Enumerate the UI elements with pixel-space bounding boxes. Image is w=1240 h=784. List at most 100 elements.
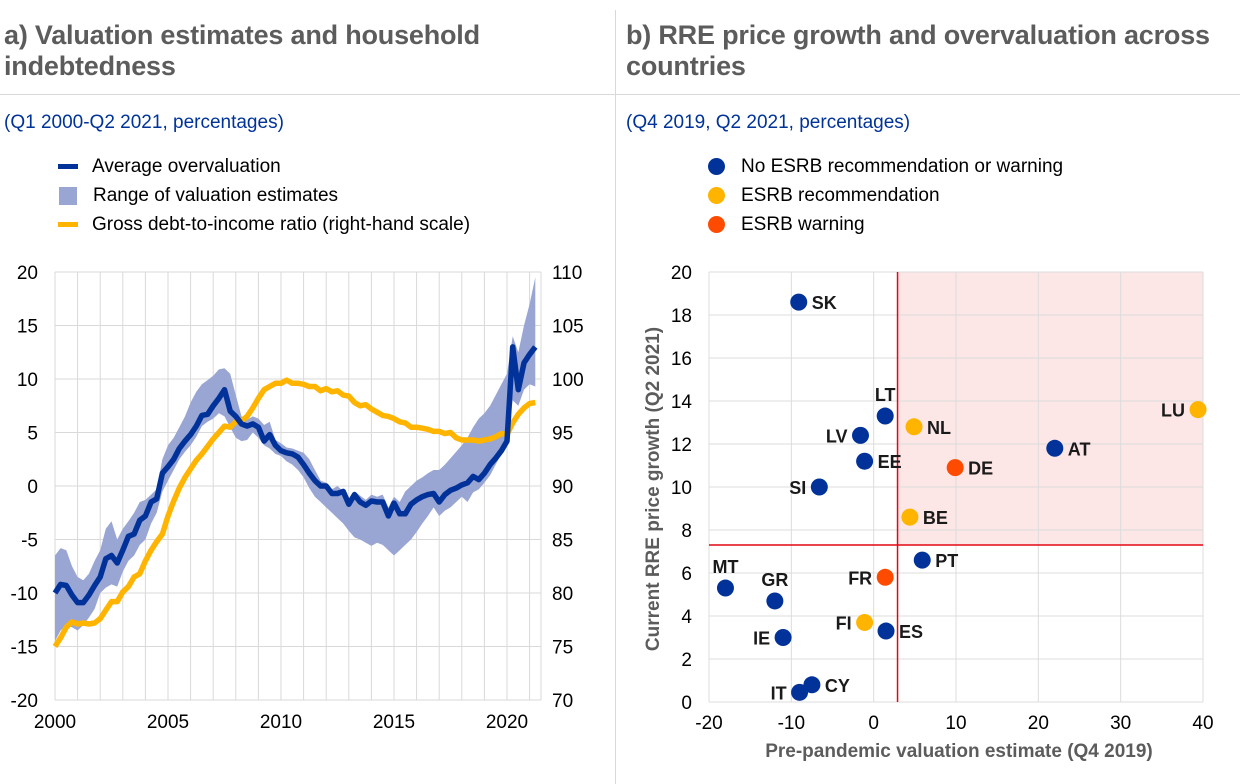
point-label: FI (836, 613, 852, 633)
y2-tick-label: 100 (552, 370, 584, 391)
point-label: MT (712, 557, 738, 577)
y2-tick-label: 95 (552, 424, 573, 445)
legend-label: No ESRB recommendation or warning (741, 155, 1064, 177)
data-point-lt (876, 407, 894, 425)
point-label: EE (878, 452, 902, 472)
data-point-ie (774, 629, 792, 646)
legend-dot-swatch (708, 187, 725, 204)
x-tick-label: 2015 (373, 712, 415, 733)
point-label: IE (753, 629, 770, 649)
legend-label: ESRB recommendation (741, 184, 940, 206)
panel-separator (615, 10, 616, 784)
panel-a-title: a) Valuation estimates and household ind… (4, 20, 480, 82)
y-tick-label: 0 (27, 477, 38, 498)
point-label: NL (927, 418, 951, 438)
legend-item-no-esrb: No ESRB recommendation or warning (708, 152, 1063, 181)
point-label: GR (761, 570, 788, 590)
legend-label: Average overvaluation (92, 155, 281, 177)
panel-b-legend: No ESRB recommendation or warning ESRB r… (708, 152, 1063, 239)
y-tick-label: 8 (681, 521, 692, 542)
chart-a-line: -20 -15 -10 -5 0 5 10 15 20 70 75 80 85 90 95 100 105 110… (11, 263, 584, 733)
panel-b-subtitle: (Q4 2019, Q2 2021, percentages) (626, 112, 911, 133)
x-tick-label: 2000 (34, 712, 76, 733)
point-label: CY (825, 676, 850, 696)
point-label: LT (875, 385, 896, 405)
data-point-mt (716, 579, 734, 597)
y-tick-label: -10 (11, 584, 38, 605)
y2-tick-label: 75 (552, 638, 573, 659)
legend-dot-swatch (708, 216, 725, 233)
y-tick-label: 16 (671, 349, 692, 370)
y-tick-label: 18 (671, 306, 692, 327)
y-tick-label: -20 (11, 691, 38, 712)
data-point-at (1046, 439, 1064, 457)
average-overvaluation-line (52, 344, 538, 606)
panel-a-title-line1: a) Valuation estimates and household (4, 20, 480, 50)
overvaluation-zone (897, 272, 1203, 546)
panel-b-title: b) RRE price growth and overvaluation ac… (626, 20, 1210, 82)
data-point-be (901, 508, 919, 526)
legend-dot-swatch (708, 158, 725, 175)
y-axis-title: Current RRE price growth (Q2 2021) (643, 327, 664, 651)
data-point-ee (856, 452, 874, 470)
point-label: IT (771, 683, 787, 703)
x-tick-label: 2005 (147, 712, 189, 733)
y2-tick-label: 105 (552, 317, 584, 338)
data-point-sk (790, 293, 808, 311)
panel-a-subtitle: (Q1 2000-Q2 2021, percentages) (4, 112, 284, 133)
panel-a-title-line2: indebtedness (4, 51, 176, 81)
data-point-si (810, 478, 828, 496)
legend-line-swatch (58, 222, 78, 227)
legend-box-swatch (59, 186, 77, 205)
panel-a-legend: Average overvaluation Range of valuation… (58, 152, 470, 239)
data-point-fi (856, 613, 874, 631)
data-point-nl (905, 418, 923, 436)
x-tick-label: 40 (1192, 713, 1213, 734)
data-point-fr (876, 568, 894, 586)
y-tick-label: 5 (27, 424, 38, 445)
y2-tick-label: 110 (552, 263, 582, 284)
point-label: AT (1068, 439, 1091, 459)
y-tick-label: 14 (671, 392, 693, 413)
y-tick-label: 10 (17, 370, 38, 391)
panel-b-divider (616, 94, 1240, 95)
data-point-cy (803, 676, 821, 694)
range-band (55, 277, 536, 642)
data-point-gr (766, 592, 784, 610)
panel-b-title-line1: b) RRE price growth and overvaluation ac… (626, 20, 1210, 50)
x-tick-label: 20 (1028, 713, 1049, 734)
legend-item-debt-ratio: Gross debt-to-income ratio (right-hand s… (58, 210, 470, 239)
data-point-es (877, 622, 895, 640)
data-point-lu (1189, 401, 1207, 419)
chart-b-scatter: 0 2 4 6 8 10 12 14 16 18 20 -20 -10 0 10 20 30 40 SK LT NL LV… (643, 263, 1214, 762)
y-tick-label: -15 (11, 638, 38, 659)
legend-label: Range of valuation estimates (93, 184, 339, 206)
data-point-it (791, 683, 809, 701)
point-label: LU (1161, 401, 1185, 421)
point-label: DE (968, 459, 993, 479)
y-tick-label: 10 (671, 478, 692, 499)
point-label: LV (826, 426, 848, 446)
y-tick-label: 6 (681, 564, 692, 585)
x-tick-label: 2010 (260, 712, 302, 733)
legend-item-range: Range of valuation estimates (58, 181, 470, 210)
data-point-pt (913, 551, 931, 569)
y2-tick-label: 80 (552, 584, 573, 605)
x-tick-label: 10 (945, 713, 966, 734)
y2-tick-label: 90 (552, 477, 573, 498)
point-label: ES (899, 622, 923, 642)
legend-line-swatch (58, 164, 78, 169)
data-point-de (946, 459, 964, 477)
y2-tick-label: 70 (552, 691, 573, 712)
x-tick-label: -20 (695, 713, 722, 734)
legend-item-esrb-warning: ESRB warning (708, 210, 1063, 239)
point-label: SK (812, 293, 837, 313)
point-label: PT (935, 551, 958, 571)
x-tick-label: -10 (778, 713, 805, 734)
y-tick-label: 2 (681, 650, 692, 671)
debt-ratio-line (52, 377, 536, 649)
x-tick-label: 0 (868, 713, 879, 734)
x-axis-title: Pre-pandemic valuation estimate (Q4 2019… (765, 741, 1153, 762)
panel-a-divider (0, 94, 615, 95)
